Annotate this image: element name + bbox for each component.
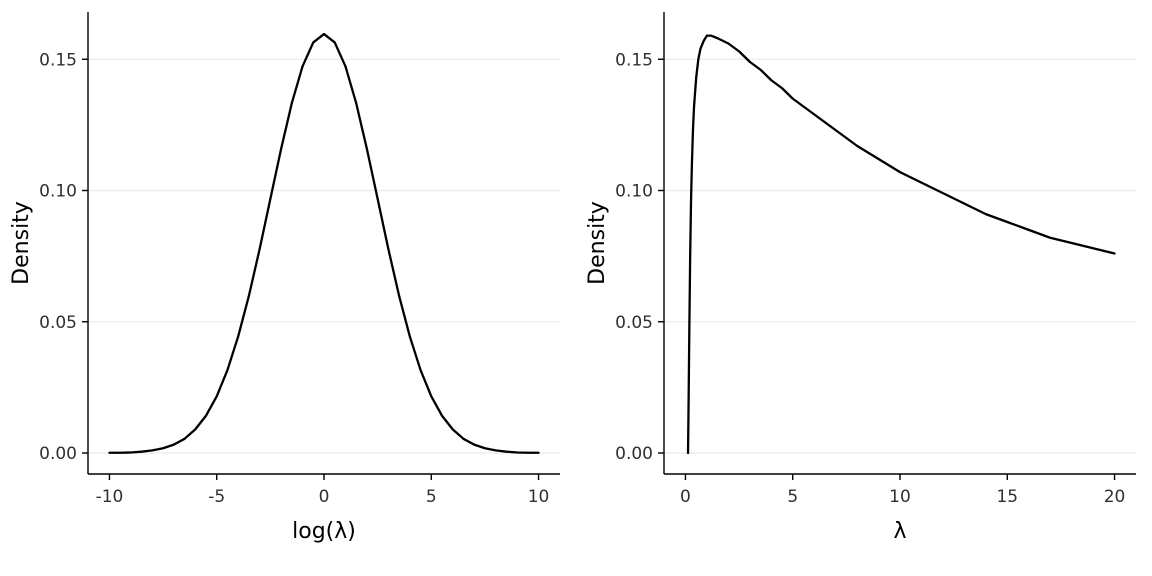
density-of-lambda-curve <box>686 34 1116 455</box>
y-tick-label: 0.00 <box>615 444 653 464</box>
x-tick-label: 0 <box>680 487 691 507</box>
y-tick-label: 0.15 <box>615 50 653 70</box>
y-axis-title: Density <box>9 201 34 285</box>
right-chart-panel: 0 5 10 15 20 0.00 0.05 0.10 0.15 λ Density <box>576 0 1152 576</box>
density-lambda-chart: 0 5 10 15 20 0.00 0.05 0.10 0.15 λ Density <box>585 12 1136 544</box>
x-tick-label: 15 <box>996 487 1018 507</box>
x-tick-label: 10 <box>889 487 911 507</box>
x-tick-label: 20 <box>1104 487 1126 507</box>
x-tick-label: 0 <box>319 487 330 507</box>
x-tick-label: 5 <box>787 487 798 507</box>
y-tick-label: 0.10 <box>39 182 77 202</box>
y-tick-label: 0.05 <box>615 313 653 333</box>
left-chart-panel: -10 -5 0 5 10 0.00 0.05 0.10 0.15 log(λ) Density <box>9 12 560 544</box>
y-tick-label: 0.00 <box>39 444 77 464</box>
x-tick-label: -10 <box>96 487 124 507</box>
x-axis-title: log(λ) <box>292 519 356 544</box>
x-tick-label: 10 <box>528 487 550 507</box>
density-log-lambda-chart: -10 -5 0 5 10 0.00 0.05 0.10 0.15 log(λ) Density <box>9 12 560 544</box>
y-tick-label: 0.05 <box>39 313 77 333</box>
x-tick-label: -5 <box>208 487 225 507</box>
density-of-log-lambda-curve <box>108 32 540 454</box>
y-tick-label: 0.10 <box>615 182 653 202</box>
x-axis-title: λ <box>893 519 906 544</box>
x-tick-label: 5 <box>426 487 437 507</box>
y-axis-title: Density <box>585 201 610 285</box>
y-tick-label: 0.15 <box>39 50 77 70</box>
